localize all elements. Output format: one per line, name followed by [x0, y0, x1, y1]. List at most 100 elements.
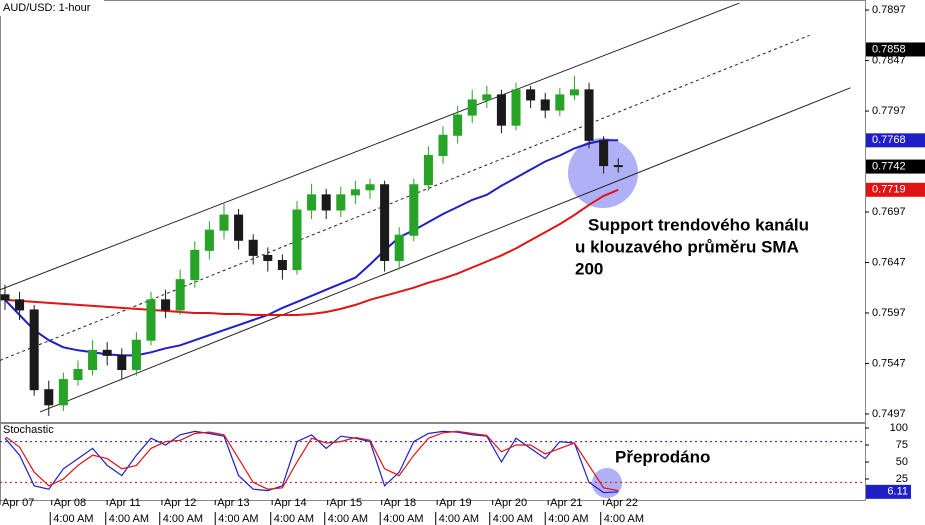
price-tag [866, 133, 925, 148]
price-tag [866, 159, 925, 174]
candle-body [161, 299, 171, 311]
candle-body [599, 139, 609, 167]
candle-body [219, 214, 229, 231]
candle-body [409, 184, 419, 236]
candle-body [58, 379, 68, 406]
y-tick-label: 0.7797 [872, 105, 906, 117]
price-tag-label: 0.7858 [872, 43, 906, 55]
time-tick-label: 4:00 AM [604, 513, 644, 525]
candle-body [307, 194, 317, 211]
candle-body [511, 89, 521, 126]
annotation: Support trendového kanálu [588, 215, 809, 234]
x-tick-label: Apr 18 [384, 497, 416, 509]
time-tick-label: 4:00 AM [163, 513, 203, 525]
candle-body [321, 194, 331, 211]
annotation: 200 [575, 259, 603, 278]
y-tick-label: 0.7547 [872, 357, 906, 369]
candle-body [88, 349, 98, 371]
y-tick-label: 25 [896, 473, 908, 485]
title-bg [1, 424, 59, 437]
candle-body [350, 189, 360, 196]
highlight [592, 468, 622, 498]
price-tag [866, 182, 925, 197]
candle-body [423, 154, 433, 186]
y-tick-label: 0.7597 [872, 307, 906, 319]
candle-body [453, 114, 463, 136]
highlight [568, 138, 638, 208]
time-tick-label: 4:00 AM [493, 513, 533, 525]
candle-body [146, 299, 156, 341]
price-tag-label: 0.7768 [872, 134, 906, 146]
y-tick-label: 0.7497 [872, 408, 906, 420]
candle-body [204, 229, 214, 251]
stoch-title: Stochastic [3, 424, 54, 436]
x-tick-label: Apr 11 [109, 497, 141, 509]
time-tick-label: 4:00 AM [439, 513, 479, 525]
y-tick-label: 0.7847 [872, 54, 906, 66]
candle-body [0, 294, 10, 301]
time-tick-label: 4:00 AM [274, 513, 314, 525]
candle-body [73, 369, 83, 381]
candle-body [263, 254, 273, 261]
y-tick-label: 0.7647 [872, 256, 906, 268]
candle-body [496, 94, 506, 126]
time-tick-label: 4:00 AM [328, 513, 368, 525]
x-tick-label: Apr 07 [2, 497, 34, 509]
x-tick-label: Apr 20 [495, 497, 527, 509]
y-tick-label: 50 [896, 456, 908, 468]
x-tick-label: Apr 08 [54, 497, 86, 509]
x-tick-label: Apr 15 [330, 497, 362, 509]
y-tick-label: 100 [890, 422, 908, 434]
annotation: u klouzavého průměru SMA [575, 237, 799, 256]
price-tag-label: 0.7742 [872, 160, 906, 172]
y-tick-label: 0.7897 [872, 4, 906, 16]
x-tick-label: Apr 19 [439, 497, 471, 509]
main-frame [0, 0, 866, 423]
stoch-line [4, 430, 619, 494]
stoch-line [4, 430, 619, 492]
candle-body [175, 279, 185, 311]
x-tick-label: Apr 13 [217, 497, 249, 509]
time-tick-label: 4:00 AM [218, 513, 258, 525]
annotation: Přeprodáno [615, 447, 710, 466]
candle-body [613, 165, 623, 168]
candle-body [336, 194, 346, 211]
trendline [0, 2, 740, 291]
chart-title: AUD/USD: 1-hour [3, 2, 91, 14]
x-tick-label: Apr 12 [164, 497, 196, 509]
y-tick-label: 0.7697 [872, 206, 906, 218]
price-tag-label: 6.11 [887, 486, 908, 498]
candle-body [131, 339, 141, 371]
candle-body [277, 259, 287, 271]
candle-body [438, 134, 448, 156]
candle-body [44, 389, 54, 406]
time-tick-label: 4:00 AM [548, 513, 588, 525]
sma-line [4, 188, 619, 316]
time-tick-label: 4:00 AM [109, 513, 149, 525]
candle-body [569, 89, 579, 96]
candle-body [248, 239, 258, 256]
candle-body [102, 349, 112, 356]
candle-body [394, 234, 404, 261]
price-tag [866, 42, 925, 57]
candle-body [555, 94, 565, 111]
candle-body [117, 354, 127, 371]
y-tick-label: 75 [896, 439, 908, 451]
candle-body [540, 99, 550, 111]
candle-body [29, 309, 39, 391]
candle-body [467, 99, 477, 116]
candle-body [190, 249, 200, 281]
x-tick-label: Apr 22 [606, 497, 638, 509]
time-tick-label: 4:00 AM [383, 513, 423, 525]
x-tick-label: Apr 21 [550, 497, 582, 509]
candle-body [292, 209, 302, 271]
candle-body [526, 89, 536, 101]
candle-body [380, 184, 390, 261]
price-tag [866, 484, 911, 499]
candle-body [584, 89, 594, 141]
price-tag-label: 0.7719 [872, 184, 906, 196]
trendline [0, 34, 810, 361]
time-tick-label: 4:00 AM [53, 513, 93, 525]
